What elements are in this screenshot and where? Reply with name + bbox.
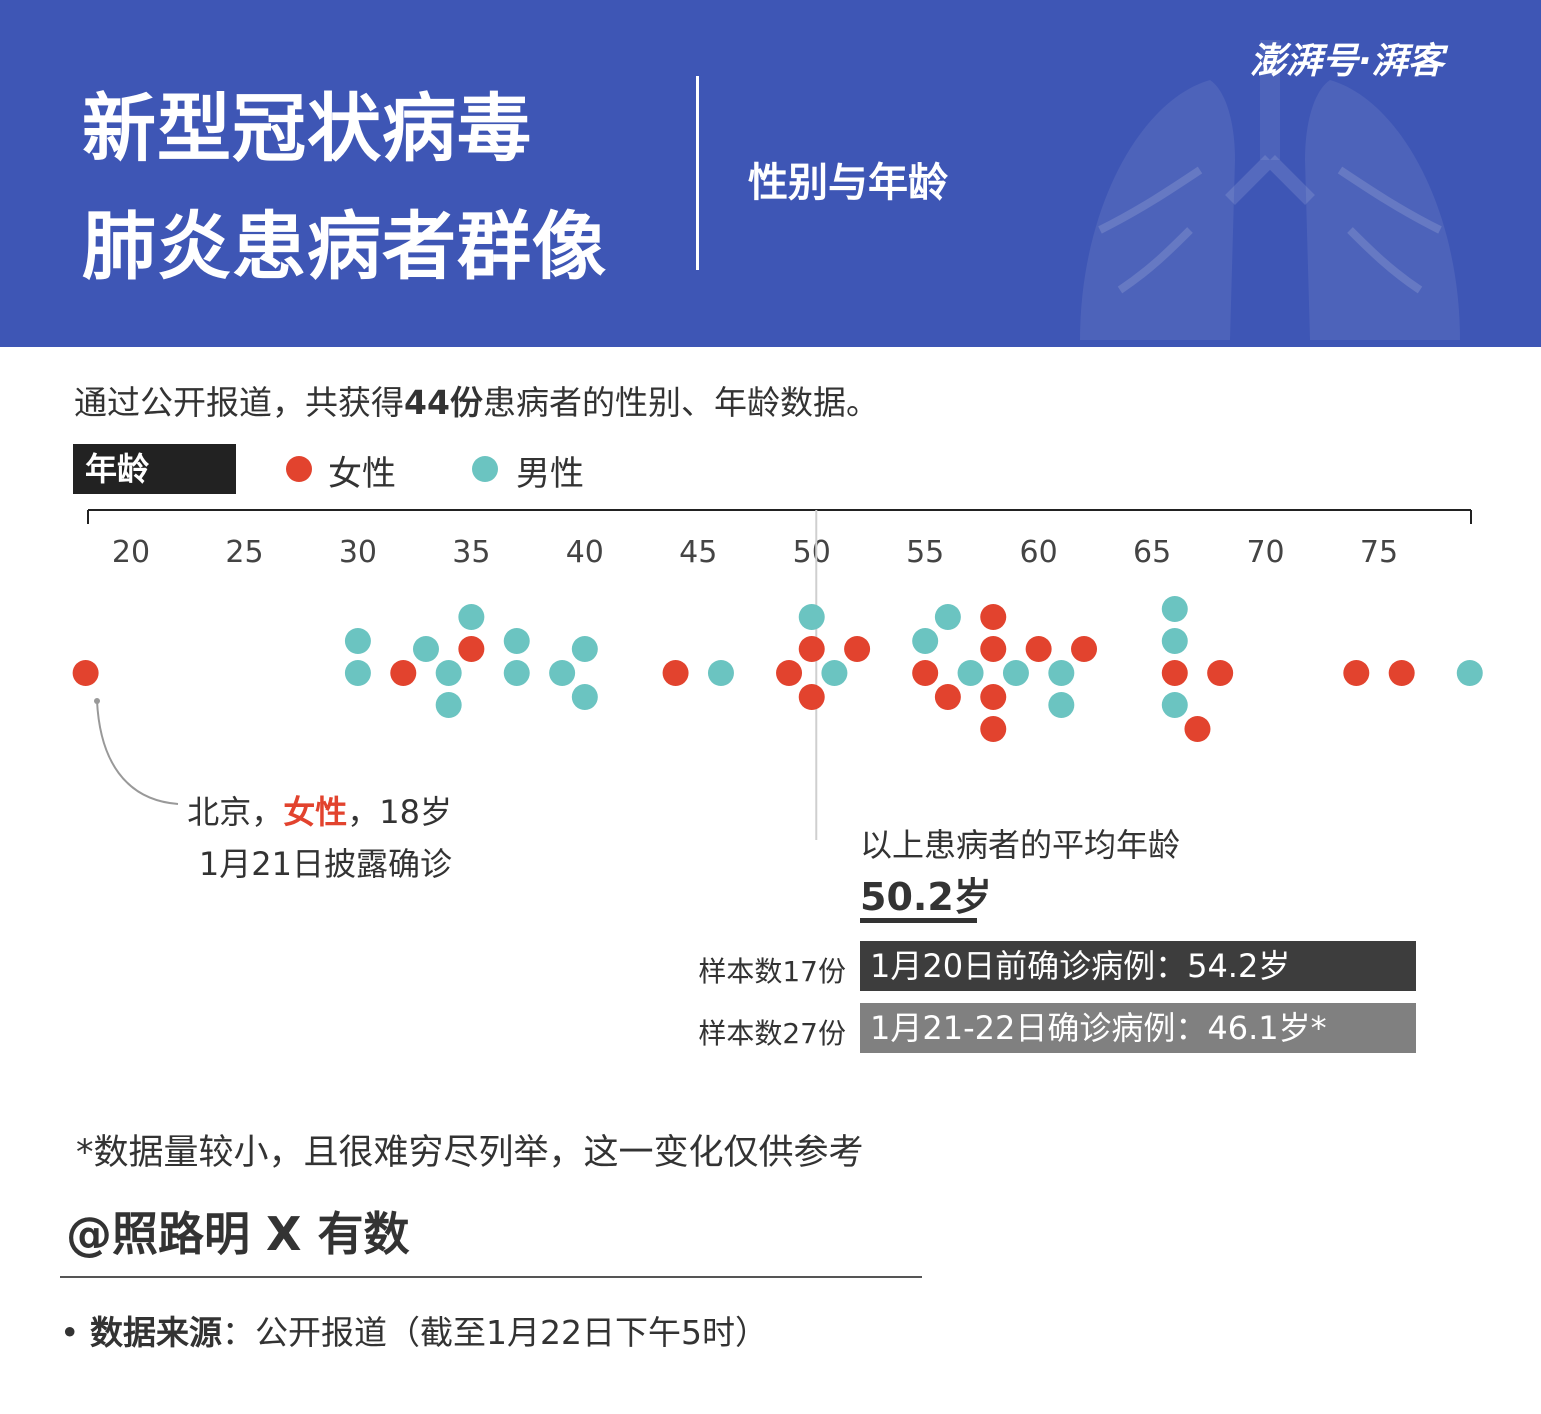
x-tick-label: 35 — [452, 535, 490, 570]
legend-male-label: 男性 — [516, 454, 584, 494]
data-point-female — [980, 604, 1007, 630]
x-tick-label: 45 — [679, 535, 717, 570]
data-point-male — [1002, 660, 1029, 686]
source-label: 数据来源 — [89, 1313, 222, 1352]
annotation-line-1: 北京，女性，18岁 — [170, 786, 452, 838]
data-point-male — [1048, 692, 1075, 718]
subtitle: 性别与年龄 — [748, 160, 948, 206]
data-point-female — [72, 660, 99, 686]
source-text: ：公开报道（截至1月22日下午5时） — [221, 1313, 768, 1352]
annotation-suffix: ，18岁 — [347, 793, 452, 831]
annotation-leader-line — [96, 700, 179, 805]
data-point-male — [435, 692, 462, 718]
data-point-female — [662, 660, 689, 686]
annotation-highlight: 女性 — [283, 793, 348, 831]
data-point-male — [707, 660, 734, 686]
sample-count-2: 样本数27份 — [698, 1017, 846, 1050]
data-point-female — [390, 660, 417, 686]
x-tick-label: 25 — [225, 535, 263, 570]
data-point-male — [458, 604, 485, 630]
annotation-beijing: 北京，女性，18岁 1月21日披露确诊 — [170, 786, 452, 890]
intro-text: 通过公开报道，共获得44份患病者的性别、年龄数据。 — [74, 376, 879, 424]
data-point-male — [798, 604, 825, 630]
sample-bar-2: 1月21-22日确诊病例：46.1岁* — [860, 1003, 1416, 1053]
data-point-female — [1343, 660, 1370, 686]
legend-male-dot — [472, 456, 498, 482]
average-underline — [860, 918, 977, 923]
data-point-male — [912, 628, 939, 654]
average-value: 50.2岁 — [860, 875, 992, 919]
data-point-male — [957, 660, 984, 686]
x-axis: 20 25 30 35 40 45 50 55 60 65 70 75 — [87, 509, 1472, 570]
intro-prefix: 通过公开报道，共获得 — [74, 383, 404, 422]
credit-divider — [60, 1276, 922, 1278]
title-line-1: 新型冠状病毒 — [82, 86, 532, 172]
data-point-female — [1388, 660, 1415, 686]
data-point-male — [1161, 692, 1188, 718]
data-point-male — [571, 684, 598, 710]
age-beeswarm-chart: 20 25 30 35 40 45 50 55 60 65 70 75 — [72, 509, 1483, 840]
data-point-female — [1184, 716, 1211, 742]
data-point-male — [571, 636, 598, 662]
data-point-male — [1048, 660, 1075, 686]
sample-bar-1: 1月20日前确诊病例：54.2岁 — [860, 941, 1416, 991]
intro-suffix: 患病者的性别、年龄数据。 — [482, 383, 879, 422]
x-tick-label: 75 — [1360, 535, 1398, 570]
data-point-female — [980, 716, 1007, 742]
data-point-male — [1161, 596, 1188, 622]
sample-count-1: 样本数17份 — [698, 955, 846, 988]
x-tick-label: 70 — [1246, 535, 1284, 570]
data-point-female — [798, 636, 825, 662]
title-line-2: 肺炎患病者群像 — [82, 204, 607, 290]
average-label: 以上患病者的平均年龄 — [860, 826, 1181, 864]
lungs-icon — [1080, 40, 1460, 340]
annotation-prefix: 北京， — [187, 793, 284, 831]
data-point-male — [549, 660, 576, 686]
data-point-female — [912, 660, 939, 686]
data-point-male — [503, 628, 530, 654]
data-point-male — [412, 636, 439, 662]
data-point-female — [980, 636, 1007, 662]
data-point-female — [458, 636, 485, 662]
annotation-leader-dot — [94, 698, 100, 704]
data-point-female — [1207, 660, 1234, 686]
data-point-female — [980, 684, 1007, 710]
data-point-male — [1161, 628, 1188, 654]
intro-count: 44份 — [404, 383, 483, 422]
data-point-male — [1456, 660, 1483, 686]
data-point-female — [1025, 636, 1052, 662]
data-source: • 数据来源：公开报道（截至1月22日下午5时） — [60, 1313, 768, 1352]
data-point-female — [934, 684, 961, 710]
legend-female-label: 女性 — [328, 454, 396, 494]
data-point-male — [503, 660, 530, 686]
page-title: 新型冠状病毒 肺炎患病者群像 — [82, 70, 607, 306]
title-divider — [696, 76, 699, 270]
brand-logo: 澎湃号·湃客 — [1250, 41, 1444, 82]
data-point-female — [1161, 660, 1188, 686]
data-points — [72, 596, 1483, 742]
x-tick-label: 30 — [339, 535, 377, 570]
x-tick-label: 20 — [112, 535, 150, 570]
data-point-male — [435, 660, 462, 686]
x-tick-label: 55 — [906, 535, 944, 570]
x-tick-label: 65 — [1133, 535, 1171, 570]
footnote: *数据量较小，且很难穷尽列举，这一变化仅供参考 — [76, 1133, 864, 1173]
header-banner: 新型冠状病毒 肺炎患病者群像 性别与年龄 澎湃号·湃客 — [0, 0, 1541, 347]
data-point-female — [844, 636, 871, 662]
data-point-male — [344, 628, 371, 654]
data-point-female — [798, 684, 825, 710]
legend-female-dot — [286, 456, 312, 482]
axis-label-badge: 年龄 — [73, 444, 236, 494]
data-point-female — [776, 660, 803, 686]
x-tick-label: 40 — [566, 535, 604, 570]
annotation-line-2: 1月21日披露确诊 — [198, 845, 452, 883]
data-point-female — [1071, 636, 1098, 662]
credit: @照路明 X 有数 — [66, 1207, 410, 1261]
data-point-male — [344, 660, 371, 686]
x-tick-label: 50 — [793, 535, 831, 570]
data-point-male — [934, 604, 961, 630]
data-point-male — [821, 660, 848, 686]
x-tick-label: 60 — [1020, 535, 1058, 570]
